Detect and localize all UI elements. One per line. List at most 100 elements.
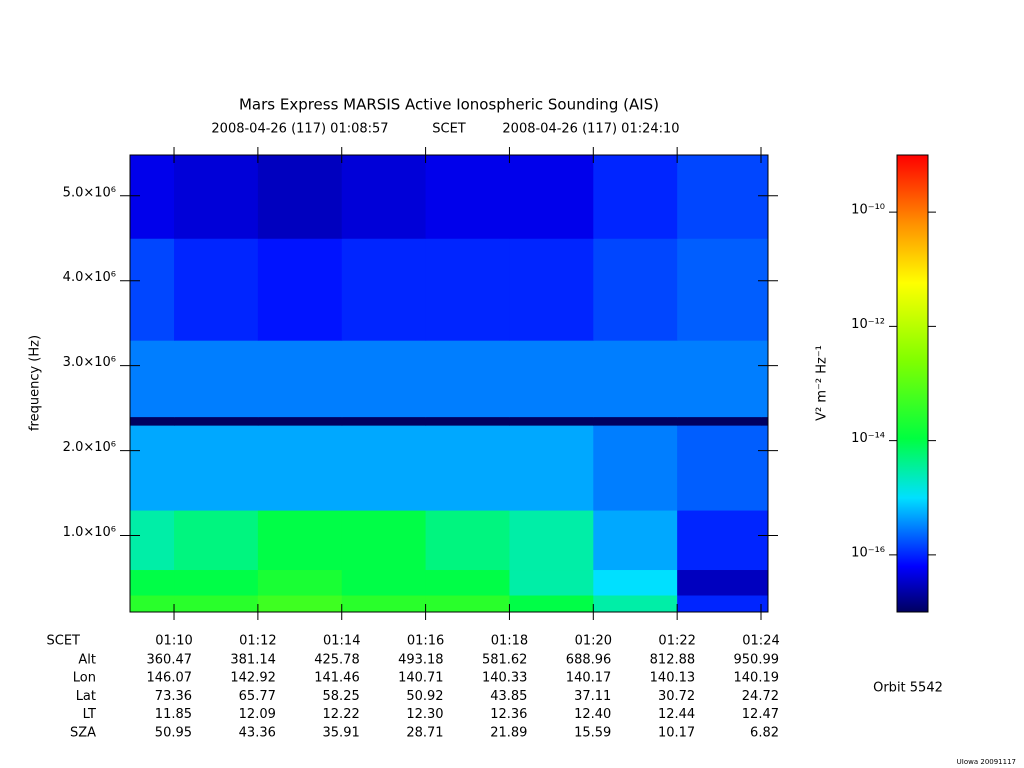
table-cell: 493.18 — [398, 653, 444, 668]
spectrogram-cell — [509, 416, 594, 426]
x-tick-label: 01:18 — [491, 634, 528, 649]
spectrogram-cell — [509, 238, 594, 341]
colorbar-label: V² m⁻² Hz⁻¹ — [815, 345, 830, 421]
table-cell: 6.82 — [750, 725, 779, 740]
table-cell: 381.14 — [230, 653, 276, 668]
y-tick-label: 2.0×10⁶ — [63, 440, 116, 455]
spectrogram-cell — [130, 416, 175, 426]
spectrogram-cell — [425, 510, 510, 571]
table-cell: 812.88 — [650, 653, 696, 668]
spectrogram-cell — [130, 425, 175, 511]
spectrogram-cell — [677, 595, 762, 613]
table-cell: 12.09 — [239, 707, 276, 722]
table-cell: 30.72 — [658, 689, 695, 704]
table-cell: 146.07 — [147, 671, 193, 686]
spectrogram-cell — [677, 155, 762, 239]
spectrogram-cell — [257, 416, 343, 426]
table-row-label: Alt — [78, 653, 96, 668]
spectrogram-cell — [174, 510, 259, 571]
table-cell: 425.78 — [314, 653, 360, 668]
table-cell: 360.47 — [147, 653, 193, 668]
spectrogram-cell — [257, 595, 343, 613]
y-tick-label: 3.0×10⁶ — [63, 355, 116, 370]
spectrogram-cell — [761, 510, 769, 571]
spectrogram-cell — [425, 340, 510, 418]
table-cell: 73.36 — [155, 689, 192, 704]
spectrogram-cell — [341, 569, 427, 596]
spectrogram-cell — [761, 416, 769, 426]
table-cell: 43.85 — [490, 689, 527, 704]
table-row-label: Lon — [73, 671, 96, 686]
spectrogram-cell — [130, 238, 175, 341]
table-cell: 37.11 — [574, 689, 611, 704]
spectrogram-cell — [130, 340, 175, 418]
x-tick-label: 01:16 — [407, 634, 444, 649]
table-cell: 12.36 — [490, 707, 527, 722]
table-row-label: Lat — [76, 689, 96, 704]
table-cell: 12.40 — [574, 707, 611, 722]
spectrogram-cell — [509, 155, 594, 239]
spectrogram-cell — [761, 238, 769, 341]
table-cell: 65.77 — [239, 689, 276, 704]
table-cell: 11.85 — [155, 707, 192, 722]
table-cell: 35.91 — [323, 725, 360, 740]
table-cell: 581.62 — [482, 653, 528, 668]
table-cell: 140.13 — [650, 671, 696, 686]
table-cell: 12.30 — [406, 707, 443, 722]
table-cell: 140.17 — [566, 671, 612, 686]
spectrogram-cell — [761, 425, 769, 511]
y-tick-label: 4.0×10⁶ — [63, 270, 116, 285]
spectrogram-cell — [425, 416, 510, 426]
x-tick-label: 01:24 — [742, 634, 779, 649]
spectrogram-cell — [509, 569, 594, 596]
spectrogram-cell — [761, 595, 769, 613]
colorbar — [896, 154, 929, 613]
spectrogram-cell — [425, 238, 510, 341]
end-time: 2008-04-26 (117) 01:24:10 — [502, 122, 679, 137]
spectrogram-cell — [130, 155, 175, 239]
spectrogram-cell — [761, 569, 769, 596]
spectrogram-cell — [257, 340, 343, 418]
spectrogram-cell — [677, 569, 762, 596]
spectrogram-cell — [509, 425, 594, 511]
y-tick-label: 1.0×10⁶ — [63, 525, 116, 540]
spectrogram-cell — [174, 595, 259, 613]
spectrogram-cell — [509, 595, 594, 613]
colorbar-tick-label: 10⁻¹⁰ — [851, 203, 885, 218]
spectrogram-cell — [174, 238, 259, 341]
spectrogram-cell — [761, 155, 769, 239]
spectrogram-cell — [341, 340, 427, 418]
table-cell: 12.22 — [323, 707, 360, 722]
spectrogram-cell — [593, 569, 678, 596]
x-tick-label: 01:22 — [658, 634, 695, 649]
colorbar-tick-label: 10⁻¹² — [851, 317, 885, 332]
table-cell: 21.89 — [490, 725, 527, 740]
spectrogram-cell — [174, 569, 259, 596]
table-cell: 24.72 — [742, 689, 779, 704]
table-cell: 140.71 — [398, 671, 444, 686]
spectrogram-cell — [593, 425, 678, 511]
spectrogram-cell — [761, 340, 769, 418]
spectrogram-cell — [425, 595, 510, 613]
spectrogram-cell — [677, 510, 762, 571]
spectrogram-cell — [593, 510, 678, 571]
table-cell: 50.92 — [406, 689, 443, 704]
spectrogram-cell — [257, 155, 343, 239]
spectrogram-cell — [425, 155, 510, 239]
table-cell: 140.33 — [482, 671, 528, 686]
spectrogram-cell — [341, 416, 427, 426]
spectrogram-cell — [677, 416, 762, 426]
footer: UIowa 20091117 — [957, 758, 1016, 766]
spectrogram-cell — [174, 416, 259, 426]
y-axis-label: frequency (Hz) — [28, 335, 43, 431]
table-cell: 50.95 — [155, 725, 192, 740]
spectrogram-cell — [130, 510, 175, 571]
x-tick-label: 01:14 — [323, 634, 360, 649]
x-tick-label: 01:20 — [575, 634, 612, 649]
table-cell: 28.71 — [406, 725, 443, 740]
spectrogram-cell — [677, 340, 762, 418]
time-label: SCET — [432, 122, 466, 137]
table-row-label: LT — [83, 707, 96, 722]
table-cell: 43.36 — [239, 725, 276, 740]
